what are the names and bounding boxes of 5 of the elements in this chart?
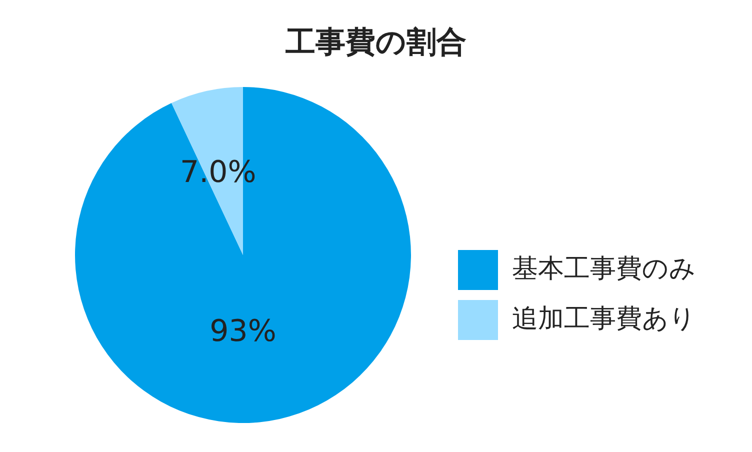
chart-title: 工事費の割合: [284, 25, 466, 60]
data-label: 93%: [210, 314, 276, 350]
pie-slice: [75, 87, 411, 423]
legend-label: 追加工事費あり: [512, 304, 696, 334]
legend-label: 基本工事費のみ: [512, 254, 696, 284]
